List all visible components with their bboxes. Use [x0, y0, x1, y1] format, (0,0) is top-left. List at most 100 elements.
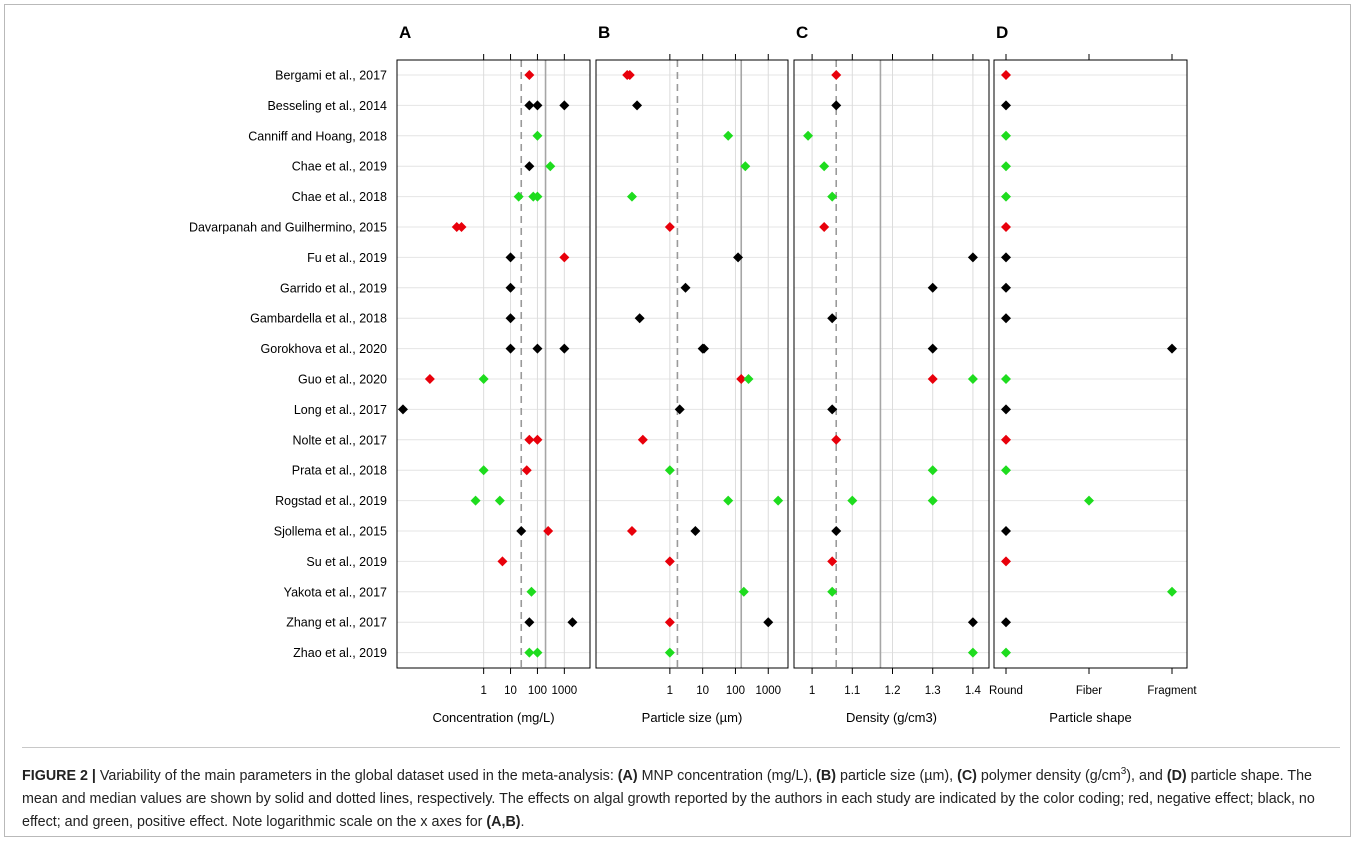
data-point-black — [1001, 313, 1011, 324]
figure-chart: Bergami et al., 2017 Besseling et al., 20… — [189, 23, 1197, 725]
data-point-green — [664, 647, 675, 658]
data-point-black — [567, 617, 578, 628]
study-label: Besseling et al., 2014 — [267, 99, 387, 113]
study-label: Gambardella et al., 2018 — [250, 312, 387, 326]
caption-part: (C) — [957, 767, 977, 784]
x-axis-title: Particle size (µm) — [642, 710, 743, 725]
data-point-red — [543, 526, 554, 536]
study-label: Sjollema et al., 2015 — [274, 525, 387, 539]
figure-frame — [4, 4, 1351, 837]
data-point-black — [831, 100, 842, 111]
data-point-black — [632, 100, 643, 111]
study-label: Guo et al., 2020 — [298, 373, 387, 387]
data-point-black — [532, 343, 543, 354]
data-point-black — [690, 526, 701, 536]
caption-part: . — [520, 813, 525, 830]
data-point-green — [827, 586, 838, 597]
x-tick-label: Fragment — [1147, 685, 1197, 697]
caption-part: ), and — [1126, 767, 1167, 784]
data-point-black — [559, 100, 570, 111]
data-point-green — [773, 495, 784, 506]
data-point-black — [1001, 252, 1011, 263]
x-axis-title: Density (g/cm3) — [846, 710, 937, 725]
data-point-green — [664, 465, 675, 476]
data-point-black — [397, 404, 408, 415]
study-label: Su et al., 2019 — [306, 555, 387, 569]
data-point-red — [497, 556, 508, 567]
data-point-red — [521, 465, 532, 476]
data-point-black — [1167, 343, 1177, 354]
x-tick-label: 1.4 — [965, 685, 982, 697]
panel-letter: A — [399, 23, 411, 42]
figure-caption: FIGURE 2 | Variability of the main param… — [22, 760, 1340, 834]
data-point-black — [505, 343, 516, 354]
panel-frame — [793, 59, 990, 669]
data-point-red — [664, 556, 675, 567]
panel-frame — [396, 59, 591, 669]
data-point-black — [927, 343, 938, 354]
panel-letter: C — [796, 23, 808, 42]
data-point-red — [827, 556, 838, 567]
data-point-red — [532, 434, 543, 445]
data-point-green — [827, 191, 838, 202]
data-point-red — [831, 434, 842, 445]
study-label: Prata et al., 2018 — [292, 464, 387, 478]
caption-part: 3 — [1120, 766, 1127, 777]
x-tick-label: 10 — [504, 685, 517, 697]
data-point-green — [626, 191, 637, 202]
study-label: Rogstad et al., 2019 — [275, 494, 387, 508]
study-label: Zhao et al., 2019 — [293, 646, 387, 660]
data-point-black — [967, 617, 978, 628]
data-point-black — [1001, 282, 1011, 293]
data-point-black — [699, 343, 710, 354]
data-point-green — [513, 191, 524, 202]
data-point-green — [526, 586, 537, 597]
panel-letter: D — [996, 23, 1008, 42]
x-tick-label: Round — [989, 685, 1023, 697]
data-point-green — [738, 586, 749, 597]
x-tick-label: 100 — [528, 685, 547, 697]
study-label: Fu et al., 2019 — [307, 251, 387, 265]
caption-part: particle shape. The mean and median valu… — [22, 767, 1315, 830]
study-label: Chae et al., 2019 — [292, 160, 387, 174]
data-point-black — [524, 161, 535, 172]
data-point-red — [1001, 222, 1011, 232]
data-point-green — [967, 647, 978, 658]
data-point-red — [424, 374, 435, 384]
data-point-green — [847, 495, 858, 506]
data-point-green — [1001, 130, 1011, 141]
caption-body: Variability of the main parameters in th… — [22, 766, 1315, 830]
data-point-black — [831, 526, 842, 536]
data-point-green — [1001, 191, 1011, 202]
data-point-red — [736, 374, 747, 384]
data-point-black — [1001, 617, 1011, 628]
caption-part: (B) — [816, 767, 837, 784]
data-point-green — [478, 374, 489, 384]
data-point-green — [927, 465, 938, 476]
data-point-green — [545, 161, 556, 172]
data-point-black — [1001, 100, 1011, 111]
data-point-black — [827, 313, 838, 324]
x-tick-label: 1.2 — [885, 685, 901, 697]
data-point-red — [927, 374, 938, 384]
study-label: Bergami et al., 2017 — [275, 69, 387, 83]
data-point-green — [478, 465, 489, 476]
data-point-green — [470, 495, 481, 506]
data-point-green — [723, 495, 734, 506]
data-point-green — [1167, 586, 1177, 597]
data-point-green — [803, 130, 814, 141]
caption-part: Variability of the main parameters in th… — [95, 767, 618, 784]
caption-separator — [22, 747, 1340, 748]
data-point-green — [532, 130, 543, 141]
data-point-black — [505, 282, 516, 293]
study-label: Long et al., 2017 — [294, 403, 387, 417]
data-point-green — [1001, 161, 1011, 172]
data-point-red — [559, 252, 570, 263]
x-tick-label: 1 — [667, 685, 673, 697]
x-tick-label: 1000 — [552, 685, 578, 697]
data-point-green — [967, 374, 978, 384]
x-tick-label: 100 — [726, 685, 745, 697]
data-point-red — [1001, 434, 1011, 445]
caption-part: MNP concentration (mg/L), — [637, 767, 817, 784]
x-axis-title: Particle shape — [1049, 710, 1131, 725]
